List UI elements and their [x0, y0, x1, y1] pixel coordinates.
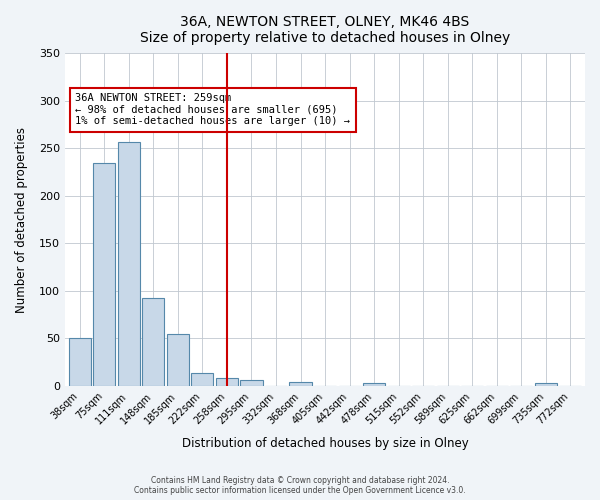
Bar: [289, 382, 311, 386]
Bar: [191, 372, 214, 386]
Text: Contains HM Land Registry data © Crown copyright and database right 2024.
Contai: Contains HM Land Registry data © Crown c…: [134, 476, 466, 495]
Bar: [118, 142, 140, 386]
Bar: [363, 383, 385, 386]
X-axis label: Distribution of detached houses by size in Olney: Distribution of detached houses by size …: [182, 437, 469, 450]
Bar: [167, 334, 189, 386]
Bar: [535, 383, 557, 386]
Text: 36A NEWTON STREET: 259sqm
← 98% of detached houses are smaller (695)
1% of semi-: 36A NEWTON STREET: 259sqm ← 98% of detac…: [76, 93, 350, 126]
Bar: [241, 380, 263, 386]
Bar: [142, 298, 164, 386]
Y-axis label: Number of detached properties: Number of detached properties: [15, 126, 28, 312]
Bar: [93, 162, 115, 386]
Bar: [216, 378, 238, 386]
Bar: [69, 338, 91, 386]
Title: 36A, NEWTON STREET, OLNEY, MK46 4BS
Size of property relative to detached houses: 36A, NEWTON STREET, OLNEY, MK46 4BS Size…: [140, 15, 510, 45]
